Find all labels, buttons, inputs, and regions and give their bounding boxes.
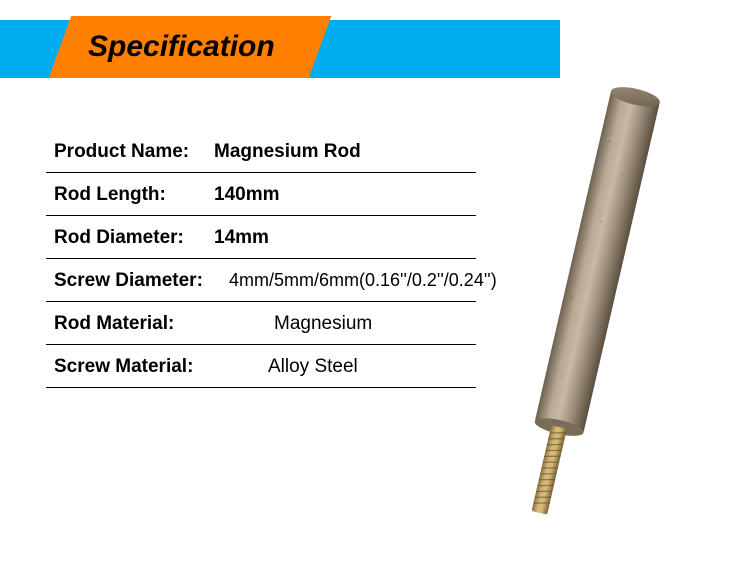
spec-label: Screw Material:	[54, 356, 214, 378]
spec-table: Product Name: Magnesium Rod Rod Length: …	[46, 130, 476, 388]
table-row: Rod Material: Magnesium	[46, 302, 476, 345]
table-row: Screw Material: Alloy Steel	[46, 345, 476, 388]
product-image	[440, 80, 730, 550]
spec-label: Rod Length:	[54, 184, 214, 206]
header-badge: Specification	[49, 16, 332, 78]
table-row: Rod Length: 140mm	[46, 173, 476, 216]
spec-value: Alloy Steel	[214, 356, 358, 378]
spec-label: Rod Diameter:	[54, 227, 214, 249]
spec-value: 140mm	[214, 184, 280, 206]
header-title: Specification	[88, 30, 275, 63]
spec-value: Magnesium	[214, 313, 372, 335]
spec-value: Magnesium Rod	[214, 141, 361, 163]
spec-label: Rod Material:	[54, 313, 214, 335]
table-row: Product Name: Magnesium Rod	[46, 130, 476, 173]
spec-label: Screw Diameter:	[54, 270, 229, 292]
spec-label: Product Name:	[54, 141, 214, 163]
table-row: Screw Diameter: 4mm/5mm/6mm(0.16''/0.2''…	[46, 259, 476, 302]
table-row: Rod Diameter: 14mm	[46, 216, 476, 259]
spec-value: 4mm/5mm/6mm(0.16''/0.2''/0.24'')	[229, 270, 497, 291]
spec-value: 14mm	[214, 227, 269, 249]
